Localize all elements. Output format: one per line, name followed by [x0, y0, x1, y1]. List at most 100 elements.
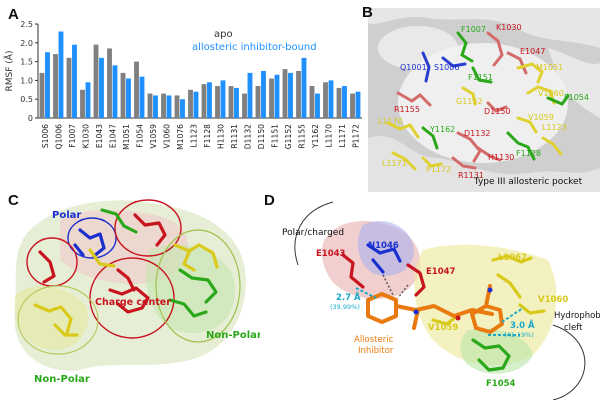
bar-bound: [85, 82, 91, 118]
x-tick-label: F1151: [270, 124, 279, 148]
bar-apo: [93, 44, 99, 118]
x-tick-label: F1128: [203, 124, 212, 148]
x-tick-label: L1123: [189, 124, 198, 148]
hbond-e1043: [355, 287, 377, 299]
panel-letter-c: C: [8, 192, 19, 209]
panel-a: A apo allosteric inhibitor-bound RMSF (Å…: [0, 0, 370, 190]
pocket-residue-label: Y1162: [429, 125, 455, 134]
bar-apo: [120, 72, 126, 118]
x-tick-label: D1150: [257, 124, 266, 149]
pocket-residue-labels: F1007 K1030 Q1001 S1006 E1047 M1051 F1151 G1152…: [378, 23, 589, 180]
x-tick-label: F1007: [68, 124, 77, 148]
distance-value: 2.7 Å: [336, 292, 361, 303]
chart-legend: apo allosteric inhibitor-bound: [192, 29, 317, 53]
stick-d1132: [456, 131, 482, 163]
stick-nonpolar: [178, 268, 218, 304]
y-axis-label: RMSF (Å): [3, 51, 15, 92]
stick-k1030: [486, 31, 504, 67]
pocket-residue-label: Q1001: [400, 63, 427, 72]
allosteric-label-line2: Inhibitor: [358, 346, 394, 356]
x-tick-label: V1059: [149, 124, 158, 149]
pocket-residue-label: S1006: [434, 63, 459, 72]
bar-bound: [220, 80, 226, 118]
stick-v1059: [431, 314, 459, 326]
stick-hydrophobic: [173, 243, 219, 269]
bar-apo: [39, 72, 45, 118]
bar-bound: [45, 52, 50, 119]
bar-bound: [99, 57, 104, 118]
stick-polar: [78, 228, 106, 258]
residue-label: V1060: [538, 295, 568, 305]
bar-apo: [66, 57, 72, 118]
bars-group: [39, 31, 361, 119]
bar-apo: [269, 78, 274, 118]
panel-letter-a: A: [8, 6, 19, 23]
stick-q1001: [421, 51, 431, 83]
pocket-residue-label: M1051: [536, 63, 563, 72]
bar-apo: [255, 86, 261, 118]
legend-entry-bound: allosteric inhibitor-bound: [192, 42, 317, 53]
x-tick-label: S1006: [41, 124, 50, 148]
non-polar-right-label: Non-Polar: [206, 330, 260, 341]
x-tick-label: K1030: [81, 124, 90, 148]
contact-e1047: [397, 284, 409, 299]
pocket-residue-label: L1123: [542, 123, 567, 132]
bar-apo: [323, 82, 328, 118]
x-tick-label: L1171: [338, 124, 347, 148]
charge-center-circle: [89, 257, 175, 339]
stick-n1046: [371, 258, 385, 274]
nonpolar-region-circle: [155, 229, 241, 343]
stick-f1054: [471, 338, 511, 372]
surface-lobe: [368, 8, 600, 48]
x-tick-label: M1051: [122, 124, 131, 150]
charge-center-label: Charge center: [95, 297, 171, 308]
pocket-residue-label: D1132: [464, 129, 491, 138]
residue-labels: N1046 E1043 E1047 L1062 V1060 V1059 F1054: [316, 241, 568, 389]
bar-bound: [342, 86, 347, 118]
polar-charged-bracket: [294, 201, 334, 266]
panel-c: C Polar Charge c: [0, 190, 262, 400]
residue-sticks: [386, 31, 570, 171]
residue-sticks: [341, 243, 546, 372]
stick-p1172: [421, 156, 443, 168]
residue-label: E1043: [316, 249, 346, 259]
stick-e1047: [406, 263, 426, 297]
x-tick-label: D1132: [243, 124, 252, 149]
residue-label: V1059: [428, 323, 458, 333]
inhibitor-nitrogen-atom: [413, 309, 419, 315]
stick-f1054: [546, 94, 570, 106]
distance-occupancy: (41.19%): [504, 331, 534, 339]
stick-n1046: [366, 243, 402, 263]
stick-d1150: [486, 101, 508, 113]
bar-bound: [166, 95, 172, 118]
hydrophobic-cleft-label-line2: cleft: [564, 323, 583, 333]
charged-region-circle: [114, 199, 182, 257]
stick-v1060: [518, 303, 546, 315]
bar-bound: [261, 71, 266, 118]
bar-bound: [126, 78, 131, 118]
x-tick-label: Q1006: [54, 124, 63, 149]
stick-nonpolar: [168, 298, 208, 318]
bar-bound: [274, 74, 280, 118]
bar-apo: [309, 86, 315, 118]
pocket-residue-label: F1151: [468, 73, 493, 82]
stick-h1130: [476, 146, 502, 162]
residue-label: E1047: [426, 267, 456, 277]
pocket-regions-image: Polar Charge center Non-Polar Non-Polar: [14, 199, 262, 385]
x-tick-label: R1155: [297, 124, 306, 149]
bar-bound: [153, 95, 158, 118]
stick-nonpolar: [100, 208, 138, 234]
residue-label: F1054: [486, 379, 516, 389]
inhibitor-nitrogen-atom: [487, 287, 493, 293]
bar-apo: [107, 48, 112, 118]
y-tick-label: 0.5: [20, 95, 33, 104]
x-tick-label: H1130: [216, 124, 225, 149]
rmsf-bar-chart: apo allosteric inhibitor-bound RMSF (Å) …: [3, 20, 362, 150]
y-tick-label: 0: [28, 114, 33, 123]
stick-hydrophobic: [33, 303, 73, 335]
bar-apo: [201, 84, 207, 118]
bar-bound: [72, 44, 77, 118]
y-axis: 0 0.5 1.0 1.5 2.0 2.5: [20, 20, 39, 123]
y-tick-label: 2.0: [20, 39, 33, 48]
panel-letter-b: B: [362, 4, 373, 21]
